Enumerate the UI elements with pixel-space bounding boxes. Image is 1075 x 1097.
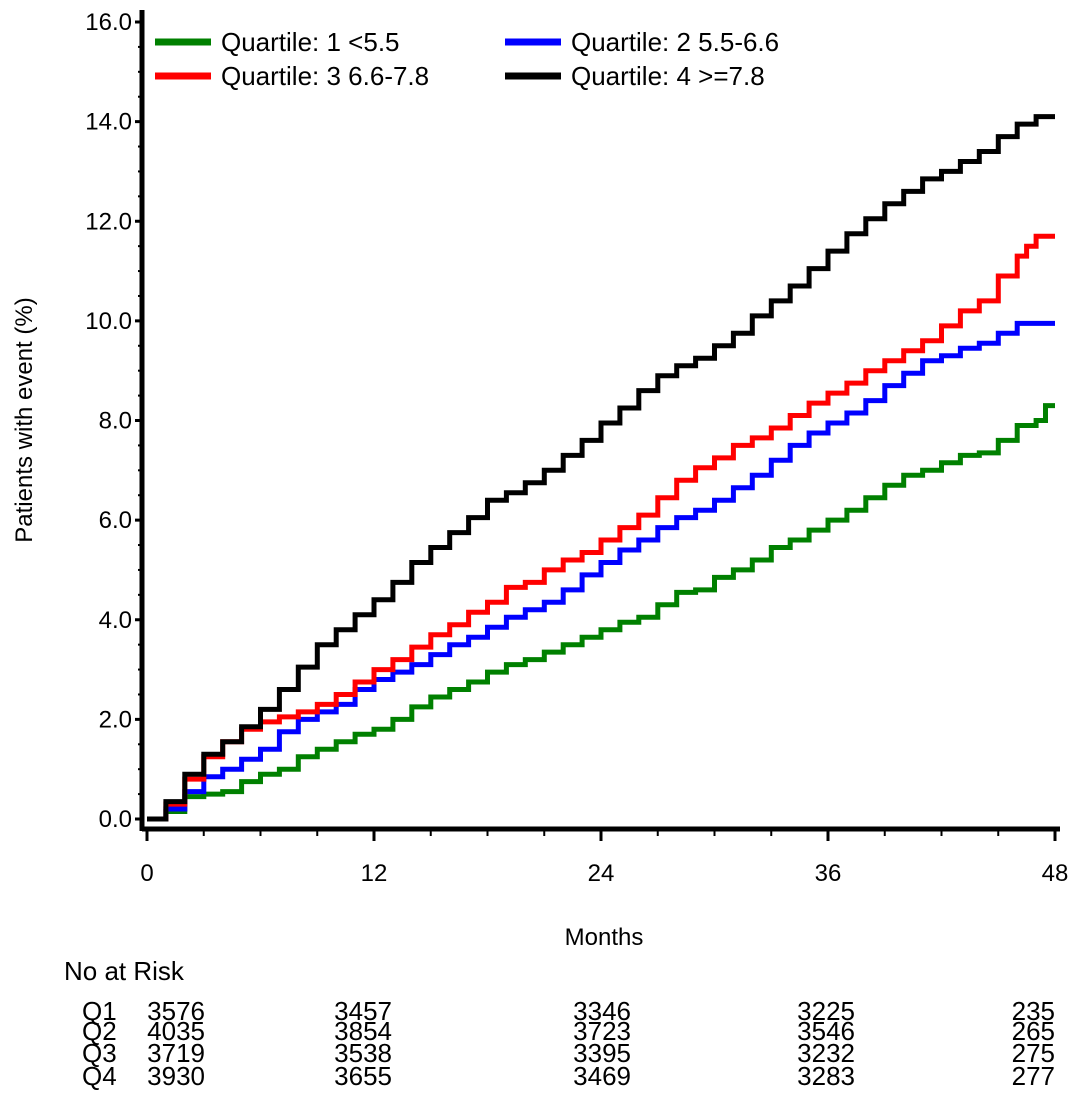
y-tick-label: 4.0 <box>99 607 132 634</box>
series-line-q1 <box>147 403 1055 822</box>
y-tick-label: 12.0 <box>85 208 132 235</box>
risk-value: 3854 <box>334 1016 392 1046</box>
risk-value: 277 <box>1012 1061 1055 1091</box>
axes: 0.0 2.0 4.0 6.0 8.0 10.0 12.0 14.0 16.0 0 12 24 36 48… <box>11 9 1068 951</box>
series-line-q3 <box>147 233 1055 822</box>
y-tick-label: 10.0 <box>85 308 132 335</box>
risk-value: 4035 <box>147 1016 205 1046</box>
risk-value: 3546 <box>797 1016 855 1046</box>
y-tick-label: 6.0 <box>99 507 132 534</box>
risk-value: 265 <box>1012 1016 1055 1046</box>
risk-value: 3723 <box>573 1016 631 1046</box>
x-axis-title: Months <box>565 924 644 951</box>
risk-value: 3576 <box>147 996 205 1026</box>
risk-value: 3346 <box>573 996 631 1026</box>
risk-value: 3719 <box>147 1038 205 1068</box>
series-line-q2 <box>147 320 1055 822</box>
risk-row-label: Q3 <box>82 1038 117 1068</box>
x-tick-label: 24 <box>588 860 615 887</box>
risk-value: 3283 <box>797 1061 855 1091</box>
x-tick-label: 0 <box>140 860 153 887</box>
risk-value: 3655 <box>334 1061 392 1091</box>
x-tick-label: 12 <box>361 860 388 887</box>
y-tick-label: 14.0 <box>85 109 132 136</box>
risk-row-label: Q4 <box>82 1061 117 1091</box>
risk-table: No at Risk Q1 3576 3457 3346 3225 235 Q2 4035 385… <box>64 956 1055 1091</box>
y-tick-label: 2.0 <box>99 706 132 733</box>
risk-value: 235 <box>1012 996 1055 1026</box>
risk-row-label: Q1 <box>82 996 117 1026</box>
risk-value: 3930 <box>147 1061 205 1091</box>
plot-area <box>147 114 1055 822</box>
y-axis-title: Patients with event (%) <box>11 297 38 542</box>
risk-value: 3395 <box>573 1038 631 1068</box>
risk-table-title: No at Risk <box>64 956 185 986</box>
risk-value: 3469 <box>573 1061 631 1091</box>
legend-label-q1: Quartile: 1 <5.5 <box>221 27 400 57</box>
x-tick-label: 48 <box>1042 860 1069 887</box>
risk-value: 3232 <box>797 1038 855 1068</box>
y-tick-label: 0.0 <box>99 806 132 833</box>
legend-label-q4: Quartile: 4 >=7.8 <box>571 61 765 91</box>
risk-value: 3225 <box>797 996 855 1026</box>
legend-label-q3: Quartile: 3 6.6-7.8 <box>221 61 429 91</box>
legend: Quartile: 1 <5.5 Quartile: 2 5.5-6.6 Quart… <box>155 27 779 91</box>
series-line-q4 <box>147 114 1055 822</box>
risk-value: 3538 <box>334 1038 392 1068</box>
legend-label-q2: Quartile: 2 5.5-6.6 <box>571 27 779 57</box>
y-tick-label: 8.0 <box>99 408 132 435</box>
risk-row-label: Q2 <box>82 1016 117 1046</box>
risk-value: 3457 <box>334 996 392 1026</box>
x-tick-label: 36 <box>815 860 842 887</box>
risk-value: 275 <box>1012 1038 1055 1068</box>
y-tick-label: 16.0 <box>85 9 132 36</box>
